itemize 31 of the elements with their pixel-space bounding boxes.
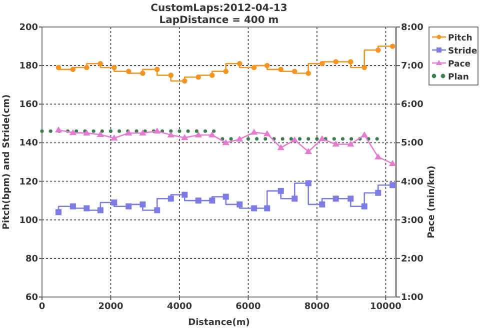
x-tick-label: 10000 [370, 302, 402, 312]
y2-tick-label: 3:00 [401, 216, 424, 226]
y2-tick-label: 8:00 [401, 23, 424, 33]
y2-tick-label: 5:00 [401, 138, 424, 149]
y-tick-label: 60 [25, 293, 38, 303]
x-tick-label: 6000 [236, 302, 261, 312]
y2-tick-label: 7:00 [401, 62, 424, 72]
y-tick-label: 120 [19, 177, 38, 188]
x-tick-label: 8000 [304, 302, 330, 312]
y2-tick-label: 2:00 [401, 254, 424, 264]
legend-label: Plan [448, 72, 469, 82]
x-tick-label: 4000 [166, 302, 192, 312]
legend-label: Pitch [448, 34, 472, 44]
y-tick-label: 140 [19, 138, 38, 149]
x-tick-label: 2000 [98, 302, 124, 312]
y2-axis-title: Pace (min/km) [427, 166, 437, 238]
x-tick-label: 0 [38, 302, 46, 312]
chart-subtitle: LapDistance = 400 m [159, 15, 279, 26]
y2-tick-label: 1:00 [401, 293, 424, 303]
chart-title: CustomLaps:2012-04-13 [150, 3, 288, 14]
y-tick-label: 160 [19, 100, 38, 110]
y2-tick-label: 4:00 [401, 177, 424, 188]
y-tick-label: 100 [19, 216, 38, 226]
y-tick-label: 200 [19, 23, 38, 33]
legend-label: Stride [448, 46, 478, 56]
y-tick-label: 80 [25, 254, 38, 264]
x-axis-title: Distance(m) [188, 318, 250, 328]
y2-tick-label: 6:00 [401, 100, 424, 110]
y-tick-label: 180 [19, 62, 38, 72]
y-axis-title: Pitch(bpm) and Stride(cm) [2, 94, 12, 230]
legend-label: Pace [448, 60, 471, 70]
